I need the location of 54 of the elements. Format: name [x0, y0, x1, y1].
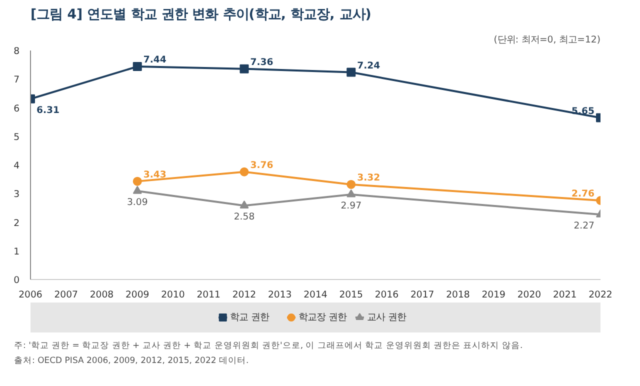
- x-tick-label: 2017: [410, 290, 434, 300]
- x-tick-label: 2020: [517, 290, 542, 300]
- x-tick-label: 2008: [90, 290, 114, 300]
- text: 주: '학교 권한 = 학교장 권한 + 교사 권한 + 학교 운영위원회 권한'으로, 이 그래프에서 학교 운영위원회 권한은 표시하지 않음.: [14, 341, 523, 351]
- legend-label: 교사 권한: [366, 312, 406, 323]
- x-tick-label: 2010: [161, 290, 185, 300]
- point: [346, 189, 356, 198]
- y-tick-label: 4: [14, 160, 20, 172]
- x-tick-label: 2022: [588, 290, 612, 300]
- point: [132, 186, 142, 194]
- point: [346, 68, 356, 77]
- data-label: 7.36: [250, 56, 274, 68]
- x-tick-label: 2009: [126, 290, 150, 300]
- chart-subtitle: (단위: 최저=0, 최고=12): [494, 34, 601, 46]
- chart-title: [그림 4] 연도별 학교 권한 변화 추이(학교, 학교장, 교사): [30, 8, 372, 22]
- x-tick-label: 2012: [232, 290, 256, 300]
- x-tick-label: 2014: [304, 290, 328, 300]
- point: [132, 62, 142, 72]
- x-tick-label: 2019: [482, 290, 506, 300]
- data-label: 3.32: [357, 172, 380, 184]
- x-tick-label: 2006: [18, 290, 42, 300]
- x-tick-label: 2016: [374, 290, 399, 300]
- y-tick-label: 5: [14, 132, 20, 143]
- x-tick-label: 2013: [268, 290, 292, 300]
- legend-label: 학교장 권한: [298, 312, 346, 323]
- data-label: 2.27: [574, 220, 595, 232]
- data-label: 2.97: [340, 200, 362, 212]
- point: [240, 64, 249, 74]
- data-label: 3.43: [143, 169, 166, 180]
- data-label: 7.24: [357, 60, 381, 72]
- y-tick-label: 1: [14, 246, 20, 258]
- y-tick-label: 0: [14, 275, 20, 286]
- point: [346, 180, 356, 189]
- data-label: 2.58: [234, 212, 255, 223]
- y-tick-label: 2: [14, 218, 20, 229]
- y-tick-label: 8: [14, 46, 20, 57]
- point: [240, 167, 249, 176]
- x-tick-label: 2015: [339, 290, 364, 300]
- data-label: 2.76: [571, 188, 594, 200]
- legend-label: 학교 권한: [230, 312, 269, 323]
- data-label: 3.09: [126, 197, 148, 208]
- x-tick-label: 2021: [553, 290, 577, 300]
- point: [132, 176, 142, 186]
- data-label: 6.31: [36, 104, 60, 116]
- point: [240, 200, 249, 208]
- y-tick-label: 3: [14, 189, 20, 200]
- source-note: 출처: OECD PISA 2006, 2009, 2012, 2015, 2022 데이터.: [14, 356, 249, 366]
- x-tick-label: 2018: [446, 290, 470, 300]
- data-label: 7.44: [143, 54, 167, 66]
- y-tick-label: 6: [14, 103, 20, 114]
- y-tick-label: 7: [14, 74, 20, 86]
- data-label: 3.76: [250, 160, 274, 171]
- x-tick-label: 2011: [196, 290, 221, 300]
- x-tick-label: 2007: [54, 290, 78, 300]
